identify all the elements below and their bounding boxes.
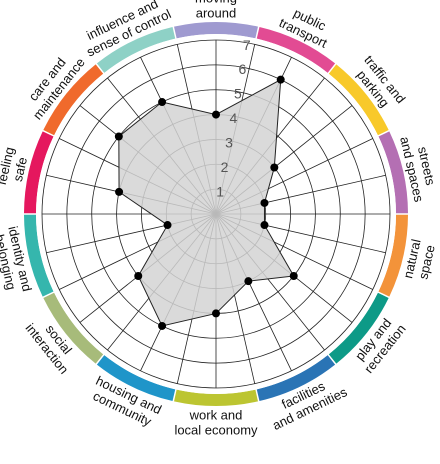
ring-segment bbox=[256, 355, 336, 402]
tick-label: 1 bbox=[216, 184, 224, 200]
category-labels: movingaroundpublictransporttraffic andpa… bbox=[0, 0, 438, 438]
series-layer bbox=[114, 75, 298, 330]
data-point bbox=[276, 75, 285, 84]
ring-segment bbox=[174, 389, 258, 406]
data-point bbox=[115, 187, 124, 196]
tick-label: 4 bbox=[230, 110, 238, 126]
data-point bbox=[212, 110, 220, 119]
tick-labels: 1 2 3 4 5 6 7 bbox=[216, 37, 251, 200]
tick-label: 6 bbox=[238, 61, 246, 77]
ring-segment bbox=[328, 292, 389, 364]
data-point bbox=[244, 277, 253, 286]
data-point bbox=[270, 163, 279, 172]
category-label: movingaround bbox=[195, 0, 237, 21]
ring-segment bbox=[24, 131, 54, 214]
ring-segment bbox=[378, 214, 408, 297]
ring-segment bbox=[24, 214, 54, 297]
ring-segment bbox=[43, 292, 104, 364]
ring-segment bbox=[96, 355, 176, 402]
category-label-line: moving bbox=[195, 0, 237, 6]
ring-segment bbox=[43, 64, 104, 136]
data-point bbox=[289, 271, 298, 280]
data-point bbox=[163, 221, 172, 230]
ring-segment bbox=[256, 26, 336, 73]
tick-label: 7 bbox=[243, 37, 251, 53]
data-point bbox=[114, 132, 123, 141]
data-point bbox=[260, 221, 269, 230]
data-point bbox=[158, 98, 167, 107]
data-point bbox=[212, 309, 220, 318]
tick-label: 5 bbox=[234, 86, 242, 102]
data-point bbox=[158, 321, 167, 330]
tick-label: 2 bbox=[221, 159, 229, 175]
data-point bbox=[134, 271, 143, 280]
tick-label: 3 bbox=[225, 135, 233, 151]
ring-segment bbox=[328, 64, 389, 136]
ring-segment bbox=[174, 22, 258, 39]
category-label-line: local economy bbox=[174, 423, 258, 438]
category-label-line: safe bbox=[10, 156, 30, 183]
ring-segment bbox=[96, 26, 176, 73]
ring-segment bbox=[378, 131, 408, 214]
category-label-line: work and bbox=[189, 408, 243, 423]
data-point bbox=[260, 198, 269, 207]
category-label-line: around bbox=[196, 6, 236, 21]
